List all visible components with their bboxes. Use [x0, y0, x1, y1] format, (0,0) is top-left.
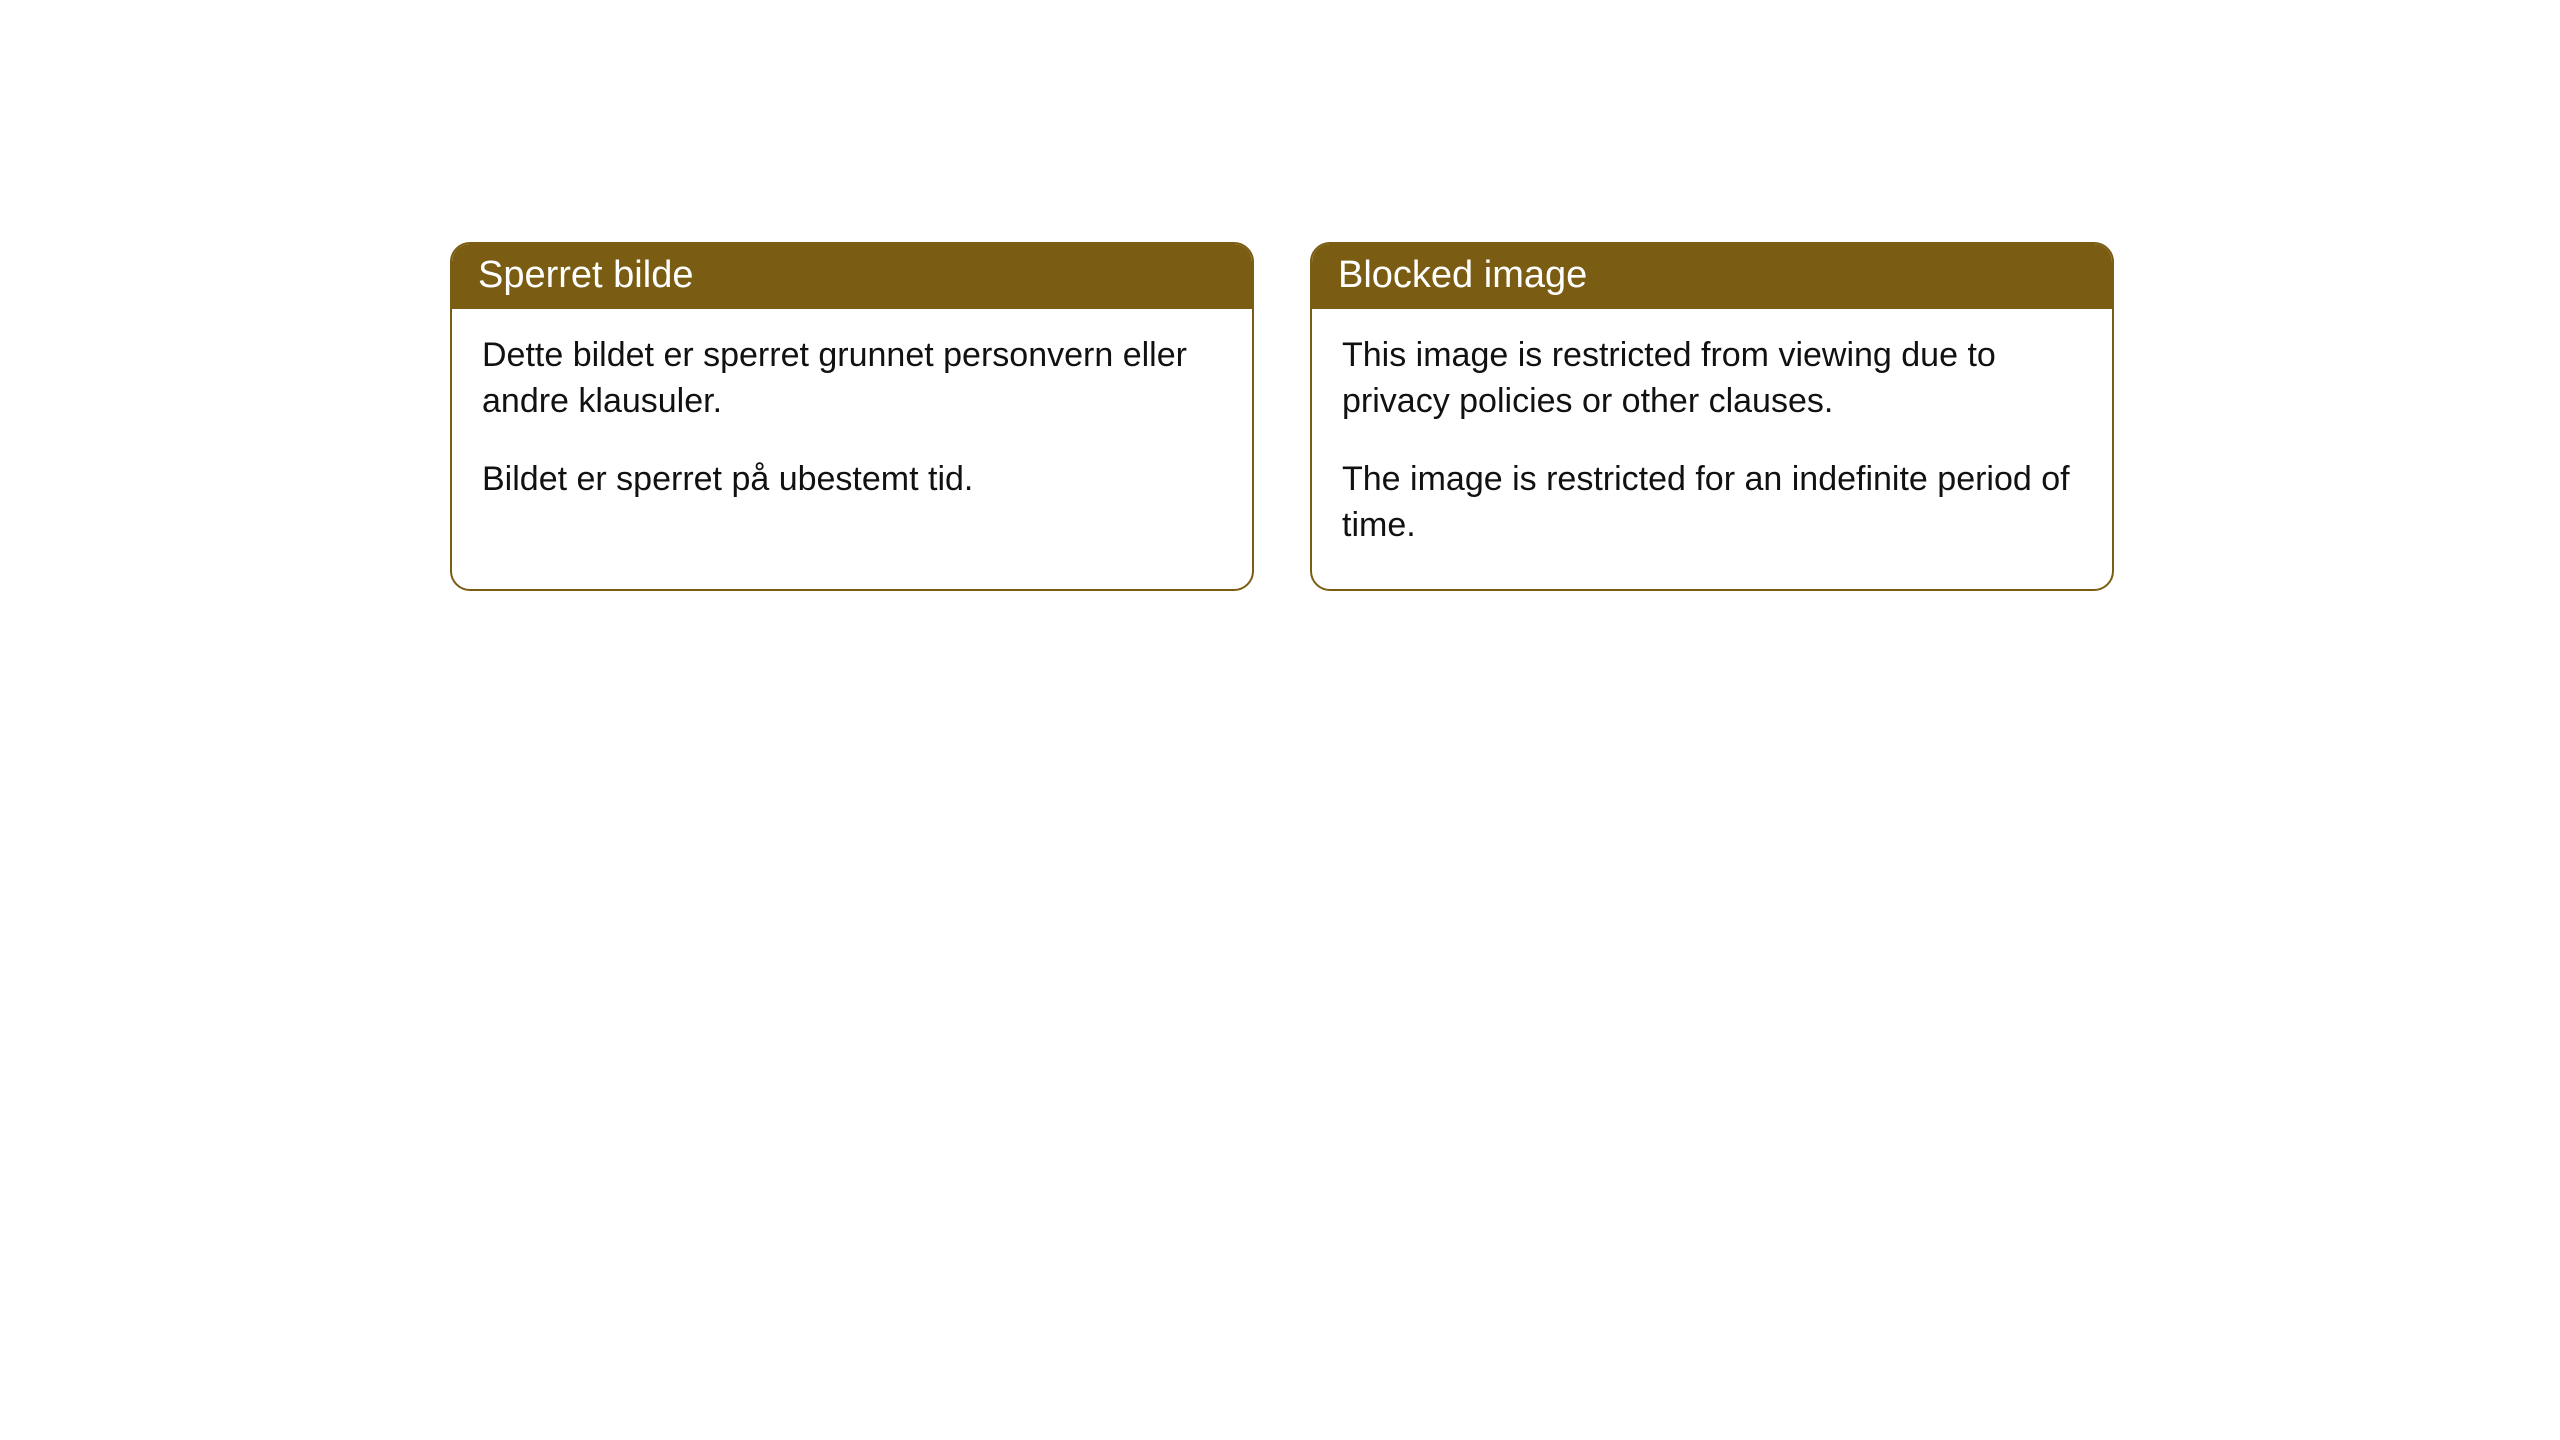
card-body-english: This image is restricted from viewing du…	[1312, 309, 2112, 589]
notice-container: Sperret bilde Dette bildet er sperret gr…	[450, 242, 2114, 591]
card-body-norwegian: Dette bildet er sperret grunnet personve…	[452, 309, 1252, 543]
card-header-norwegian: Sperret bilde	[452, 244, 1252, 309]
notice-text-english-2: The image is restricted for an indefinit…	[1342, 457, 2082, 549]
blocked-image-card-norwegian: Sperret bilde Dette bildet er sperret gr…	[450, 242, 1254, 591]
card-header-english: Blocked image	[1312, 244, 2112, 309]
notice-text-english-1: This image is restricted from viewing du…	[1342, 333, 2082, 425]
notice-text-norwegian-2: Bildet er sperret på ubestemt tid.	[482, 457, 1222, 503]
blocked-image-card-english: Blocked image This image is restricted f…	[1310, 242, 2114, 591]
notice-text-norwegian-1: Dette bildet er sperret grunnet personve…	[482, 333, 1222, 425]
